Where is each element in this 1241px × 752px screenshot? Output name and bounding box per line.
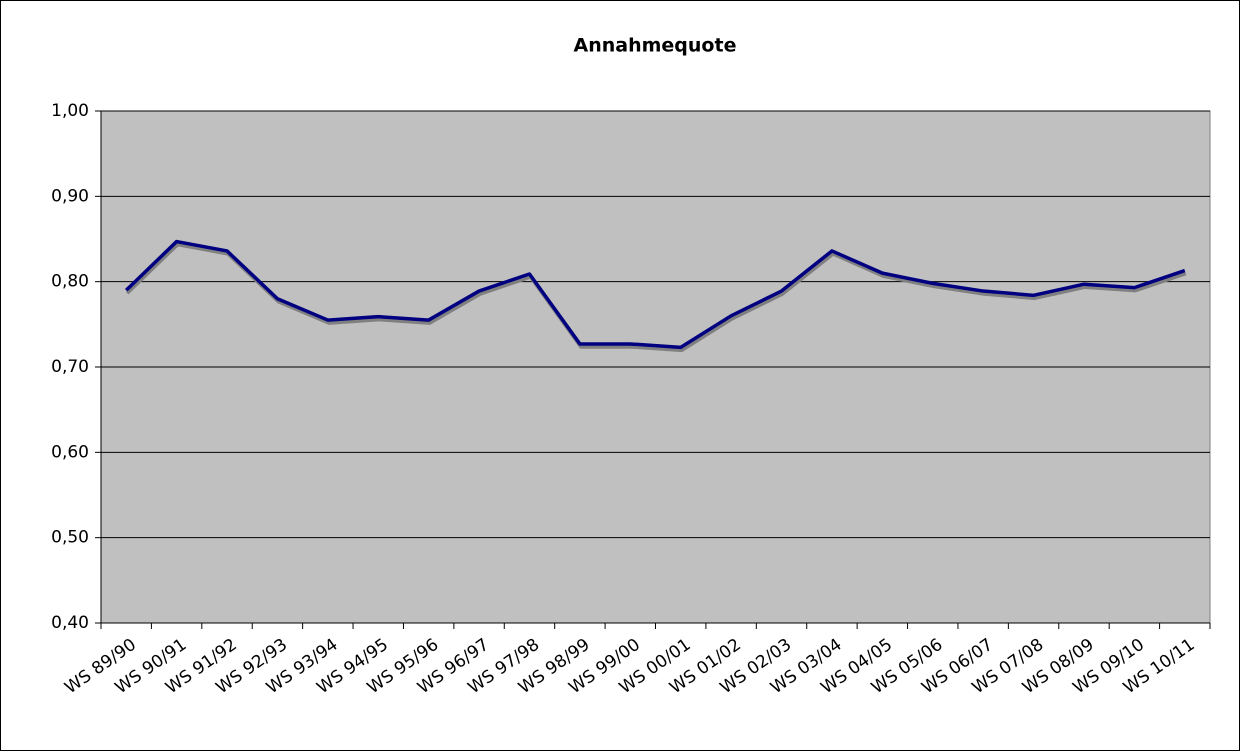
y-tick-label: 0,80 — [51, 272, 89, 292]
y-tick-label: 0,70 — [51, 357, 89, 377]
y-tick-label: 1,00 — [51, 101, 89, 121]
chart-title: Annahmequote — [574, 35, 737, 57]
y-tick-label: 0,40 — [51, 613, 89, 633]
y-tick-label: 0,60 — [51, 442, 89, 462]
y-tick-label: 0,50 — [51, 528, 89, 548]
data-line — [124, 239, 1186, 350]
y-tick-label: 0,90 — [51, 186, 89, 206]
